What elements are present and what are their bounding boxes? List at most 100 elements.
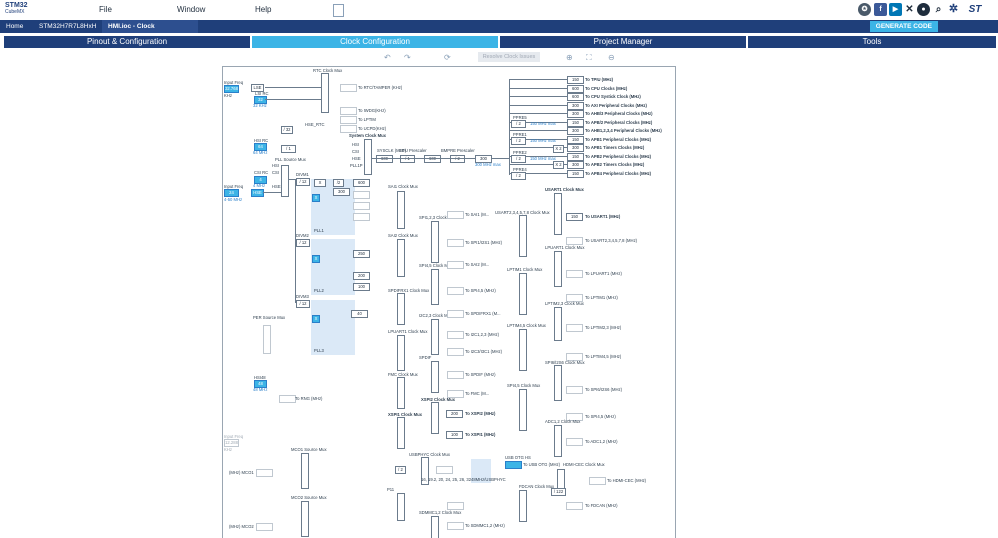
output-clock-value[interactable]: 150 <box>567 76 584 84</box>
fdcan-mux[interactable] <box>519 490 527 522</box>
sysclk-value[interactable]: 600 <box>376 155 393 163</box>
hse-rtc-div[interactable]: / 32 <box>281 126 293 134</box>
adc-mux[interactable] <box>554 425 562 457</box>
csi-div-value[interactable]: / 122 <box>551 488 566 496</box>
fit-icon[interactable]: ⛶ <box>586 53 592 62</box>
pll2-t-value[interactable]: 100 <box>353 283 370 291</box>
tab-tools[interactable]: Tools <box>748 36 996 48</box>
pll-source-mux[interactable] <box>281 165 289 197</box>
lpuart1b-mux[interactable] <box>554 251 562 287</box>
output-clock-value[interactable]: 150 <box>567 169 584 178</box>
youtube-icon[interactable]: ▶ <box>889 3 902 16</box>
pll3-n-value[interactable]: 40 <box>351 310 368 318</box>
ppre5-div[interactable]: / 2 <box>511 120 526 128</box>
ppre4-div[interactable]: / 2 <box>511 172 526 180</box>
hse-input-freq[interactable]: 24 <box>224 189 239 197</box>
menu-help[interactable]: Help <box>255 5 272 14</box>
output-clock-value[interactable]: 150 <box>567 118 584 127</box>
hsidiv[interactable]: / 1 <box>281 145 296 153</box>
facebook-icon[interactable]: f <box>874 3 887 16</box>
document-icon[interactable] <box>333 4 344 17</box>
output-clock-value[interactable]: 300 <box>567 101 584 110</box>
spdif2-mux[interactable] <box>431 361 439 393</box>
github-icon[interactable]: ● <box>917 3 930 16</box>
lpuart1-mux[interactable] <box>397 335 405 371</box>
usbphy-mux[interactable] <box>421 457 429 485</box>
xspi1-mux[interactable] <box>397 417 405 449</box>
undo-icon[interactable]: ↶ <box>384 53 391 62</box>
redo-icon[interactable]: ↷ <box>404 53 411 62</box>
menu-window[interactable]: Window <box>177 5 206 14</box>
usbphy-div[interactable]: / 2 <box>395 466 406 474</box>
crumb-device[interactable]: STM32H7R7L8HxH <box>39 23 97 30</box>
crumb-home[interactable]: Home <box>6 23 24 30</box>
spi45-mux[interactable] <box>431 269 439 305</box>
pll1-p-out[interactable]: 600 <box>353 179 370 187</box>
x-icon[interactable]: ✕ <box>903 3 916 16</box>
sai2-mux[interactable] <box>397 239 405 277</box>
usart1-value[interactable]: 150 <box>566 213 583 221</box>
output-clock-value[interactable]: 600 <box>567 84 584 93</box>
per-source-mux[interactable] <box>263 325 271 354</box>
ext-input-value[interactable]: 12.288 <box>224 439 239 447</box>
tab-pinout[interactable]: Pinout & Configuration <box>4 36 250 48</box>
pll2-n-value[interactable]: 250 <box>353 250 370 258</box>
spi45b-mux[interactable] <box>519 389 527 431</box>
pll1-n-value[interactable]: 300 <box>333 188 350 196</box>
spdif-mux[interactable] <box>397 293 405 325</box>
divm3-value[interactable]: / 12 <box>296 300 310 308</box>
hsi-value[interactable]: 64 <box>254 143 267 151</box>
zoom-in-icon[interactable]: ⊕ <box>566 53 573 62</box>
resolve-clock-issues-button[interactable]: Resolve Clock Issues <box>478 52 540 62</box>
menu-file[interactable]: File <box>99 5 112 14</box>
pll2-s-value[interactable]: 200 <box>353 272 370 280</box>
xspi2-value[interactable]: 100 <box>446 431 463 439</box>
output-clock-value[interactable]: 300 <box>567 110 584 118</box>
hsi48-value[interactable]: 48 <box>254 380 267 388</box>
rtc-mux[interactable] <box>321 73 329 113</box>
output-clock-value[interactable]: 300 <box>567 144 584 152</box>
lptim45-mux[interactable] <box>519 329 527 371</box>
mco1-mux[interactable] <box>301 453 309 489</box>
spi6-mux[interactable] <box>554 365 562 401</box>
output-clock-value[interactable]: 600 <box>567 93 584 101</box>
output-clock-value[interactable]: 150 <box>567 135 584 144</box>
divm1-value[interactable]: / 12 <box>296 178 310 186</box>
refresh-icon[interactable]: ⟳ <box>444 53 451 62</box>
sai1-mux[interactable] <box>397 191 405 229</box>
search-icon[interactable]: ⌕ <box>932 3 945 16</box>
fmc-mux[interactable] <box>397 377 405 409</box>
spi123-mux[interactable] <box>431 221 439 263</box>
zoom-out-icon[interactable]: ⊖ <box>608 53 615 62</box>
ppre1-div[interactable]: / 2 <box>511 137 526 145</box>
crumb-clock-config[interactable]: HMI.ioc - Clock Configuration <box>102 20 198 43</box>
otg-hs-value[interactable] <box>505 461 522 469</box>
pll1-n-div[interactable]: /2 <box>333 179 344 187</box>
bmpre-value[interactable]: / 2 <box>450 155 465 163</box>
pll1-fract[interactable]: X <box>314 179 326 187</box>
output-clock-value[interactable]: 300 <box>567 161 584 169</box>
output-clock-value[interactable]: 300 <box>567 127 584 135</box>
xspi1-value[interactable]: 200 <box>446 410 463 418</box>
system-clock-mux[interactable] <box>364 139 372 175</box>
tab-project[interactable]: Project Manager <box>500 36 746 48</box>
output-clock-value[interactable]: 150 <box>567 152 584 161</box>
csi-value[interactable]: 4 <box>254 176 267 184</box>
ppre2-div[interactable]: / 2 <box>511 155 526 163</box>
hclk-value[interactable]: 300 <box>475 155 492 163</box>
mco2-mux[interactable] <box>301 501 309 537</box>
usart1-mux[interactable] <box>554 193 562 235</box>
usart2-mux[interactable] <box>519 215 527 257</box>
xspi2-mux[interactable] <box>431 402 439 434</box>
p11-mux[interactable] <box>397 493 405 521</box>
anniversary-icon[interactable]: ✪ <box>858 3 871 16</box>
cpu-clk-value[interactable]: 600 <box>424 155 441 163</box>
cpre-value[interactable]: / 1 <box>400 155 415 163</box>
i2c-mux[interactable] <box>431 319 439 355</box>
apb2-timer-mult[interactable]: X 2 <box>553 161 564 169</box>
sdmmc-mux[interactable] <box>431 516 439 538</box>
generate-code-button[interactable]: GENERATE CODE <box>869 21 938 32</box>
lse-input-freq[interactable]: 32.768 <box>224 85 239 93</box>
lsi-value[interactable]: 32 <box>254 96 267 104</box>
network-icon[interactable]: ✲ <box>947 3 960 16</box>
